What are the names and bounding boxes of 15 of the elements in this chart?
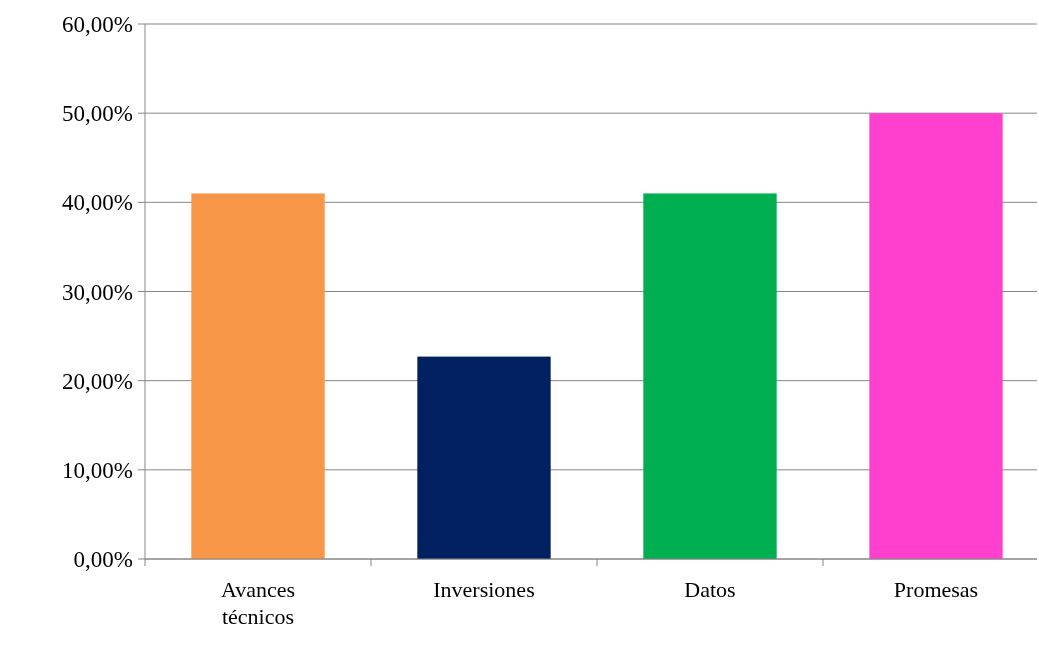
x-tick-label: Promesas <box>893 577 979 602</box>
bar <box>417 356 551 559</box>
y-tick-label: 10,00% <box>62 457 133 483</box>
x-tick-label: Avances técnicos <box>220 577 296 629</box>
y-tick-label: 20,00% <box>62 368 133 394</box>
bar <box>643 193 777 559</box>
x-tick-label: Datos <box>684 577 736 602</box>
y-tick-label: 40,00% <box>62 190 133 216</box>
x-tick-label: Inversiones <box>433 577 535 602</box>
y-tick-label: 60,00% <box>62 12 133 38</box>
bar <box>869 113 1003 559</box>
y-tick-label: 50,00% <box>62 101 133 127</box>
bar <box>191 193 325 559</box>
y-tick-label: 0,00% <box>73 547 133 573</box>
y-tick-label: 30,00% <box>62 279 133 305</box>
